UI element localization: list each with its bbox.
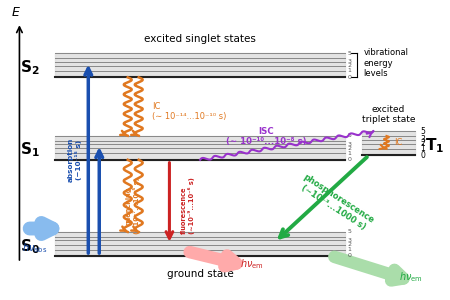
Text: 0: 0 <box>347 75 351 80</box>
Text: $h\nu_\mathrm{abs}$: $h\nu_\mathrm{abs}$ <box>22 241 47 255</box>
Text: $\mathbf{S_1}$: $\mathbf{S_1}$ <box>20 141 40 159</box>
Text: 1: 1 <box>347 151 351 156</box>
Text: 1: 1 <box>347 68 351 74</box>
Text: 5: 5 <box>347 133 351 138</box>
Text: IC: IC <box>394 138 403 147</box>
Text: 0: 0 <box>347 157 351 162</box>
Text: 0: 0 <box>347 254 351 259</box>
Text: quenching
(∼10⁻⁷...10⁻⁵ s): quenching (∼10⁻⁷...10⁻⁵ s) <box>126 177 140 234</box>
Text: $\mathbf{T_1}$: $\mathbf{T_1}$ <box>425 136 444 155</box>
Text: 5: 5 <box>347 230 351 234</box>
Text: 1: 1 <box>347 247 351 252</box>
Text: $E$: $E$ <box>11 6 21 19</box>
Text: excited singlet states: excited singlet states <box>144 34 256 44</box>
Text: 2: 2 <box>347 242 351 247</box>
Text: 3: 3 <box>420 135 425 144</box>
Text: 3: 3 <box>347 59 351 64</box>
Text: $h\nu_\mathrm{em}$: $h\nu_\mathrm{em}$ <box>239 257 263 271</box>
Text: 0: 0 <box>420 151 425 160</box>
Text: $h\nu_\mathrm{em}$: $h\nu_\mathrm{em}$ <box>399 270 423 283</box>
Text: 3: 3 <box>347 142 351 147</box>
Text: 2: 2 <box>347 146 351 151</box>
Text: vibrational
energy
levels: vibrational energy levels <box>364 48 409 78</box>
Text: 3: 3 <box>347 238 351 243</box>
Text: 2: 2 <box>347 63 351 68</box>
Text: IC
(∼ 10⁻¹⁴...10⁻¹⁰ s): IC (∼ 10⁻¹⁴...10⁻¹⁰ s) <box>152 102 226 122</box>
Text: $\mathbf{S_0}$: $\mathbf{S_0}$ <box>20 237 40 256</box>
Text: 5: 5 <box>420 127 425 136</box>
Text: absorption
(~10⁻¹⁵ s): absorption (~10⁻¹⁵ s) <box>68 138 82 182</box>
Text: 2: 2 <box>420 139 425 148</box>
Text: ISC
(∼ 10⁻¹⁰...10⁻⁸ s): ISC (∼ 10⁻¹⁰...10⁻⁸ s) <box>225 127 306 146</box>
Text: excited
triplet state: excited triplet state <box>362 105 415 124</box>
Text: ground state: ground state <box>167 268 234 279</box>
Text: 1: 1 <box>420 144 425 153</box>
Text: fluorescence
(∼10⁻⁹...10⁻⁶ s): fluorescence (∼10⁻⁹...10⁻⁶ s) <box>180 177 194 234</box>
Text: $\mathbf{S_2}$: $\mathbf{S_2}$ <box>20 58 40 77</box>
Text: phosphorescence
(∼10⁻³...1000 s): phosphorescence (∼10⁻³...1000 s) <box>296 172 376 234</box>
Text: 5: 5 <box>347 51 351 56</box>
